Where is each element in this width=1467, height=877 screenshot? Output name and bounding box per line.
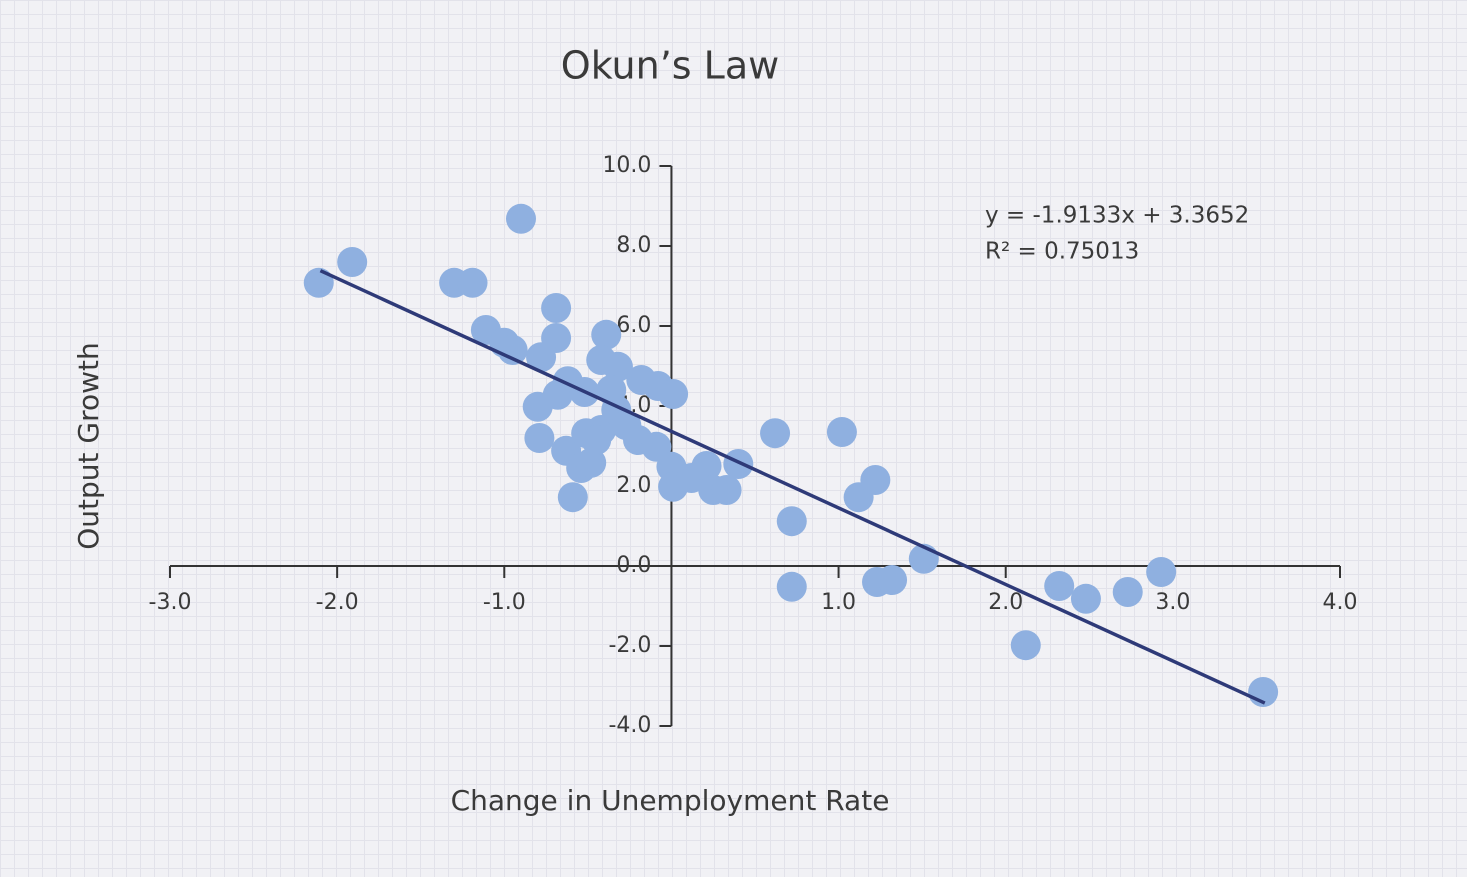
trend-equation: y = -1.9133x + 3.3652 — [985, 203, 1249, 229]
point — [457, 267, 488, 298]
point — [711, 475, 742, 505]
point — [1070, 583, 1101, 614]
y-tick-label: 8.0 — [616, 233, 651, 258]
point — [1010, 630, 1041, 661]
point — [723, 449, 754, 479]
point — [596, 375, 627, 405]
point — [591, 319, 622, 350]
point — [658, 379, 689, 409]
point — [602, 351, 633, 382]
point — [506, 203, 536, 234]
chart-title: Okun’s Law — [561, 44, 779, 88]
point — [1146, 557, 1177, 587]
y-tick-label: -4.0 — [608, 713, 651, 738]
x-tick-label: 1.0 — [821, 590, 856, 615]
point — [1112, 577, 1143, 607]
point — [826, 417, 857, 447]
point — [776, 506, 807, 537]
point — [691, 451, 722, 481]
point — [760, 418, 791, 449]
point — [524, 423, 555, 453]
point — [860, 465, 891, 495]
x-tick-label: 2.0 — [988, 590, 1023, 615]
point — [522, 391, 553, 422]
point — [776, 571, 807, 602]
point — [581, 425, 612, 455]
y-tick-label: 2.0 — [616, 473, 651, 498]
x-tick-label: 4.0 — [1323, 590, 1358, 615]
x-tick-label: -2.0 — [316, 590, 359, 615]
y-tick-label: 6.0 — [616, 313, 651, 338]
point — [877, 565, 908, 595]
y-tick-label: -2.0 — [608, 633, 651, 658]
y-axis-label: Output Growth — [72, 342, 105, 550]
x-tick-label: -1.0 — [483, 590, 526, 615]
x-tick-label: -3.0 — [149, 590, 192, 615]
point — [541, 323, 572, 353]
x-tick-label: 3.0 — [1155, 590, 1190, 615]
point — [557, 482, 588, 513]
y-tick-label: 10.0 — [602, 153, 651, 178]
r-squared: R² = 0.75013 — [985, 239, 1139, 265]
x-axis-label: Change in Unemployment Rate — [451, 784, 890, 817]
point — [497, 335, 528, 365]
point — [576, 447, 607, 478]
point — [1044, 571, 1075, 601]
y-tick-label: 0.0 — [616, 553, 651, 578]
point — [303, 267, 334, 298]
point — [337, 247, 368, 277]
trend-line — [319, 269, 1266, 705]
point — [541, 293, 572, 323]
